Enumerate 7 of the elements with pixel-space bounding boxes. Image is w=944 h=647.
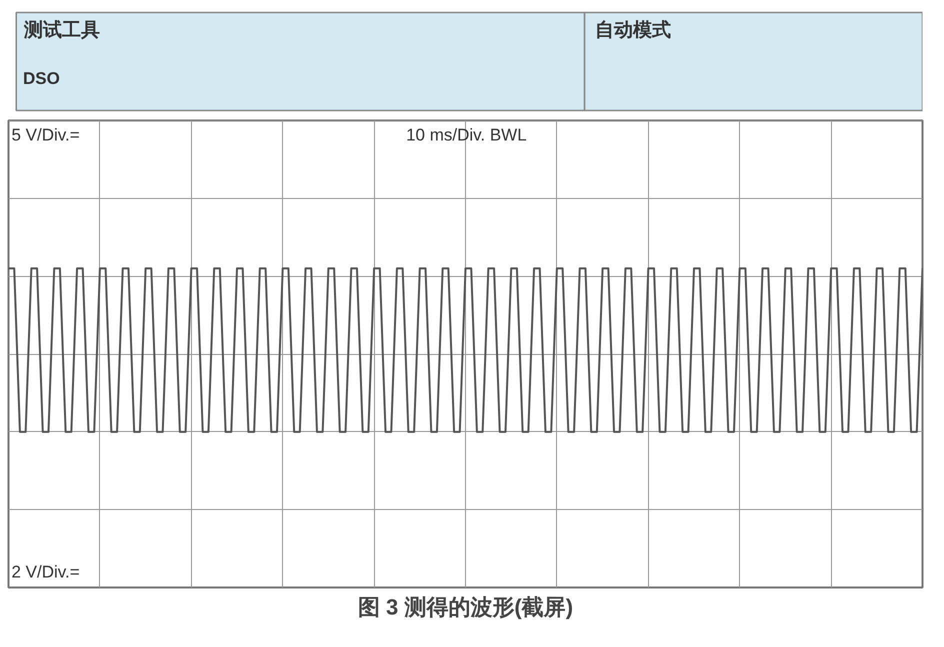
text: DSO [23,69,60,88]
text: 2 V/Div.= [12,562,80,582]
text: 自动模式 [595,19,672,41]
text: 图 3 测得的波形(截屏) [358,594,574,620]
text: 测试工具 [22,19,100,41]
text: 10 ms/Div. BWL [406,126,527,144]
text: 5 V/Div.= [12,126,80,144]
